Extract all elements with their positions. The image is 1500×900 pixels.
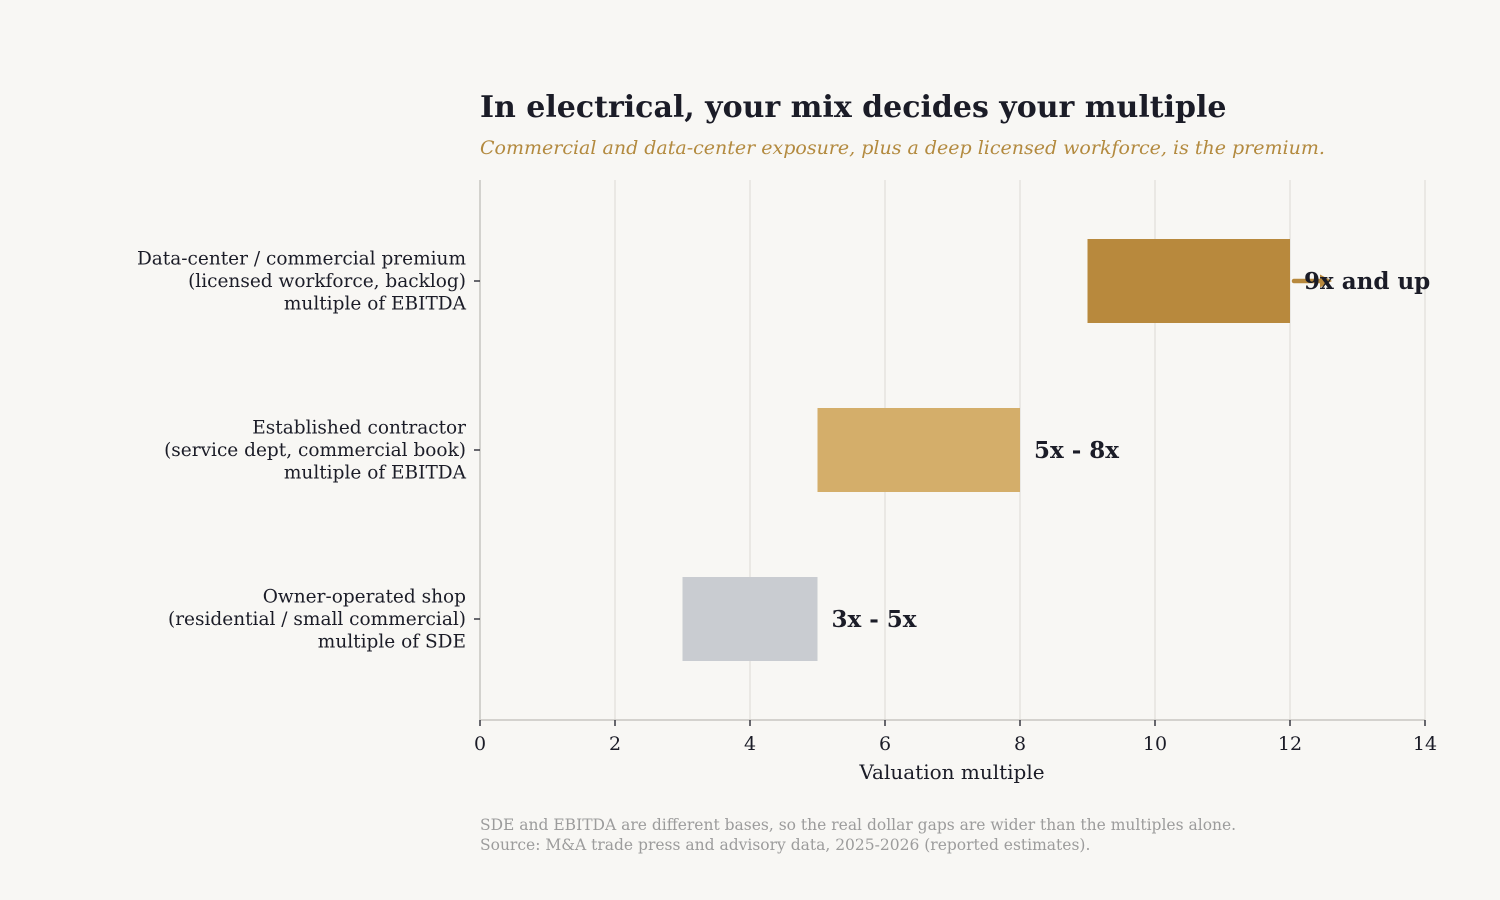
y-category-label: Established contractor [252,418,466,439]
y-category-label: Data-center / commercial premium [137,249,467,270]
x-tick-label: 10 [1143,733,1167,755]
bar [1087,239,1290,323]
x-axis-label: Valuation multiple [858,760,1044,784]
open-ended-arrowhead [1320,274,1332,288]
bars [682,239,1332,661]
chart-subtitle: Commercial and data-center exposure, plu… [480,137,1325,159]
x-tick-label: 0 [474,733,486,755]
bar [682,577,818,661]
x-tick-label: 14 [1413,733,1437,755]
x-tick-label: 4 [744,733,756,755]
y-category-label: multiple of SDE [318,632,466,653]
data-label: 9x and up [1304,268,1430,295]
axes: 0 2 4 6 8 10 12 14 [474,180,1437,755]
x-tick-label: 8 [1014,733,1026,755]
y-category-label: multiple of EBITDA [284,463,467,484]
x-tick-label: 2 [609,733,621,755]
y-category-label: (service dept, commercial book) [164,440,466,461]
data-label: 3x - 5x [832,606,917,633]
footnote-1: SDE and EBITDA are different bases, so t… [480,816,1236,834]
y-category-label: multiple of EBITDA [284,294,467,315]
bar [817,408,1020,492]
x-tick-label: 6 [879,733,891,755]
data-label: 5x - 8x [1034,437,1119,464]
labels: Data-center / commercial premium(license… [137,249,1430,653]
chart-title: In electrical, your mix decides your mul… [480,90,1226,125]
y-category-label: (licensed workforce, backlog) [188,271,466,292]
footnote-source: Source: M&A trade press and advisory dat… [480,836,1090,854]
y-category-label: Owner-operated shop [263,587,466,608]
y-category-label: (residential / small commercial) [168,609,466,630]
x-tick-label: 12 [1278,733,1302,755]
